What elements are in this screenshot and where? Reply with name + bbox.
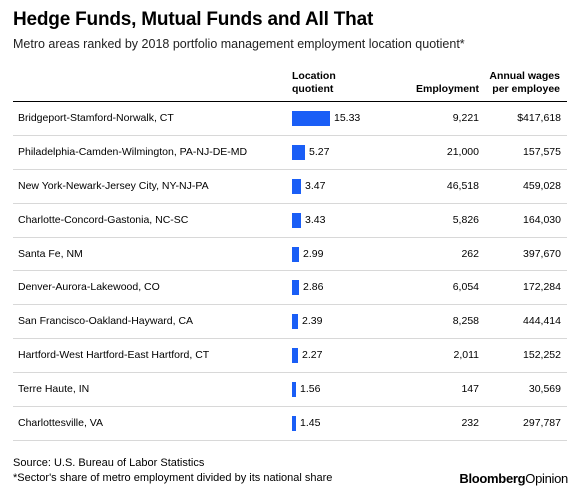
table-row: Santa Fe, NM 2.99 262 397,670	[13, 238, 567, 272]
lq-bar	[292, 314, 298, 329]
wages-value: 459,028	[523, 170, 561, 203]
metro-name: Charlotte-Concord-Gastonia, NC-SC	[18, 204, 188, 237]
brand-suffix: Opinion	[525, 471, 568, 486]
employment-value: 21,000	[447, 136, 479, 169]
employment-value: 232	[461, 407, 479, 440]
wages-value: 164,030	[523, 204, 561, 237]
metro-name: Charlottesville, VA	[18, 407, 103, 440]
header-location-quotient: Location quotient	[292, 70, 336, 96]
lq-bar	[292, 145, 305, 160]
table-row: Hartford-West Hartford-East Hartford, CT…	[13, 339, 567, 373]
lq-value: 2.86	[303, 271, 323, 304]
employment-value: 262	[461, 238, 479, 271]
table-row: New York-Newark-Jersey City, NY-NJ-PA 3.4…	[13, 170, 567, 204]
table-row: Bridgeport-Stamford-Norwalk, CT 15.33 9,22…	[13, 102, 567, 136]
lq-bar	[292, 348, 298, 363]
header-lq-line2: quotient	[292, 83, 336, 96]
wages-value: 444,414	[523, 305, 561, 338]
header-employment: Employment	[416, 83, 479, 96]
header-wages-line2: per employee	[489, 83, 560, 96]
metro-name: Denver-Aurora-Lakewood, CO	[18, 271, 160, 304]
header-wages-line1: Annual wages	[489, 70, 560, 83]
table-row: Denver-Aurora-Lakewood, CO 2.86 6,054 172,2…	[13, 271, 567, 305]
lq-value: 1.56	[300, 373, 320, 406]
employment-value: 2,011	[454, 339, 480, 372]
footnote: *Sector's share of metro employment divi…	[13, 472, 332, 484]
header-lq-line1: Location	[292, 70, 336, 83]
metro-name: Terre Haute, IN	[18, 373, 89, 406]
wages-value: 30,569	[529, 373, 561, 406]
metro-name: Philadelphia-Camden-Wilmington, PA-NJ-DE…	[18, 136, 247, 169]
lq-value: 3.47	[305, 170, 325, 203]
lq-value: 2.99	[303, 238, 323, 271]
employment-value: 147	[461, 373, 479, 406]
wages-value: 297,787	[523, 407, 561, 440]
chart-subtitle: Metro areas ranked by 2018 portfolio man…	[13, 37, 465, 51]
lq-value: 5.27	[309, 136, 329, 169]
metro-name: New York-Newark-Jersey City, NY-NJ-PA	[18, 170, 209, 203]
table-row: Charlottesville, VA 1.45 232 297,787	[13, 407, 567, 441]
table-row: Terre Haute, IN 1.56 147 30,569	[13, 373, 567, 407]
lq-value: 3.43	[305, 204, 325, 237]
employment-value: 5,826	[453, 204, 479, 237]
employment-value: 8,258	[453, 305, 479, 338]
wages-value: 152,252	[523, 339, 561, 372]
lq-bar	[292, 111, 330, 126]
header-annual-wages: Annual wages per employee	[489, 70, 560, 96]
wages-value: 397,670	[523, 238, 561, 271]
wages-value: 157,575	[523, 136, 561, 169]
table-row: San Francisco-Oakland-Hayward, CA 2.39 8,2…	[13, 305, 567, 339]
lq-value: 2.27	[302, 339, 322, 372]
brand-name: Bloomberg	[459, 471, 525, 486]
bloomberg-opinion-logo: BloombergOpinion	[459, 471, 568, 486]
chart-title: Hedge Funds, Mutual Funds and All That	[13, 9, 373, 31]
lq-bar	[292, 280, 299, 295]
lq-value: 15.33	[334, 102, 360, 135]
lq-bar	[292, 382, 296, 397]
metro-name: Bridgeport-Stamford-Norwalk, CT	[18, 102, 174, 135]
table-body: Bridgeport-Stamford-Norwalk, CT 15.33 9,22…	[13, 102, 567, 441]
lq-value: 1.45	[300, 407, 320, 440]
source-note: Source: U.S. Bureau of Labor Statistics	[13, 457, 204, 469]
wages-value: 172,284	[523, 271, 561, 304]
lq-bar	[292, 247, 299, 262]
metro-name: Hartford-West Hartford-East Hartford, CT	[18, 339, 209, 372]
lq-bar	[292, 213, 301, 228]
lq-bar	[292, 179, 301, 194]
employment-value: 9,221	[453, 102, 479, 135]
lq-value: 2.39	[302, 305, 322, 338]
wages-value: $417,618	[517, 102, 561, 135]
lq-bar	[292, 416, 296, 431]
metro-name: Santa Fe, NM	[18, 238, 83, 271]
employment-value: 6,054	[453, 271, 479, 304]
table-row: Philadelphia-Camden-Wilmington, PA-NJ-DE…	[13, 136, 567, 170]
metro-name: San Francisco-Oakland-Hayward, CA	[18, 305, 193, 338]
table-row: Charlotte-Concord-Gastonia, NC-SC 3.43 5,8…	[13, 204, 567, 238]
employment-value: 46,518	[447, 170, 479, 203]
